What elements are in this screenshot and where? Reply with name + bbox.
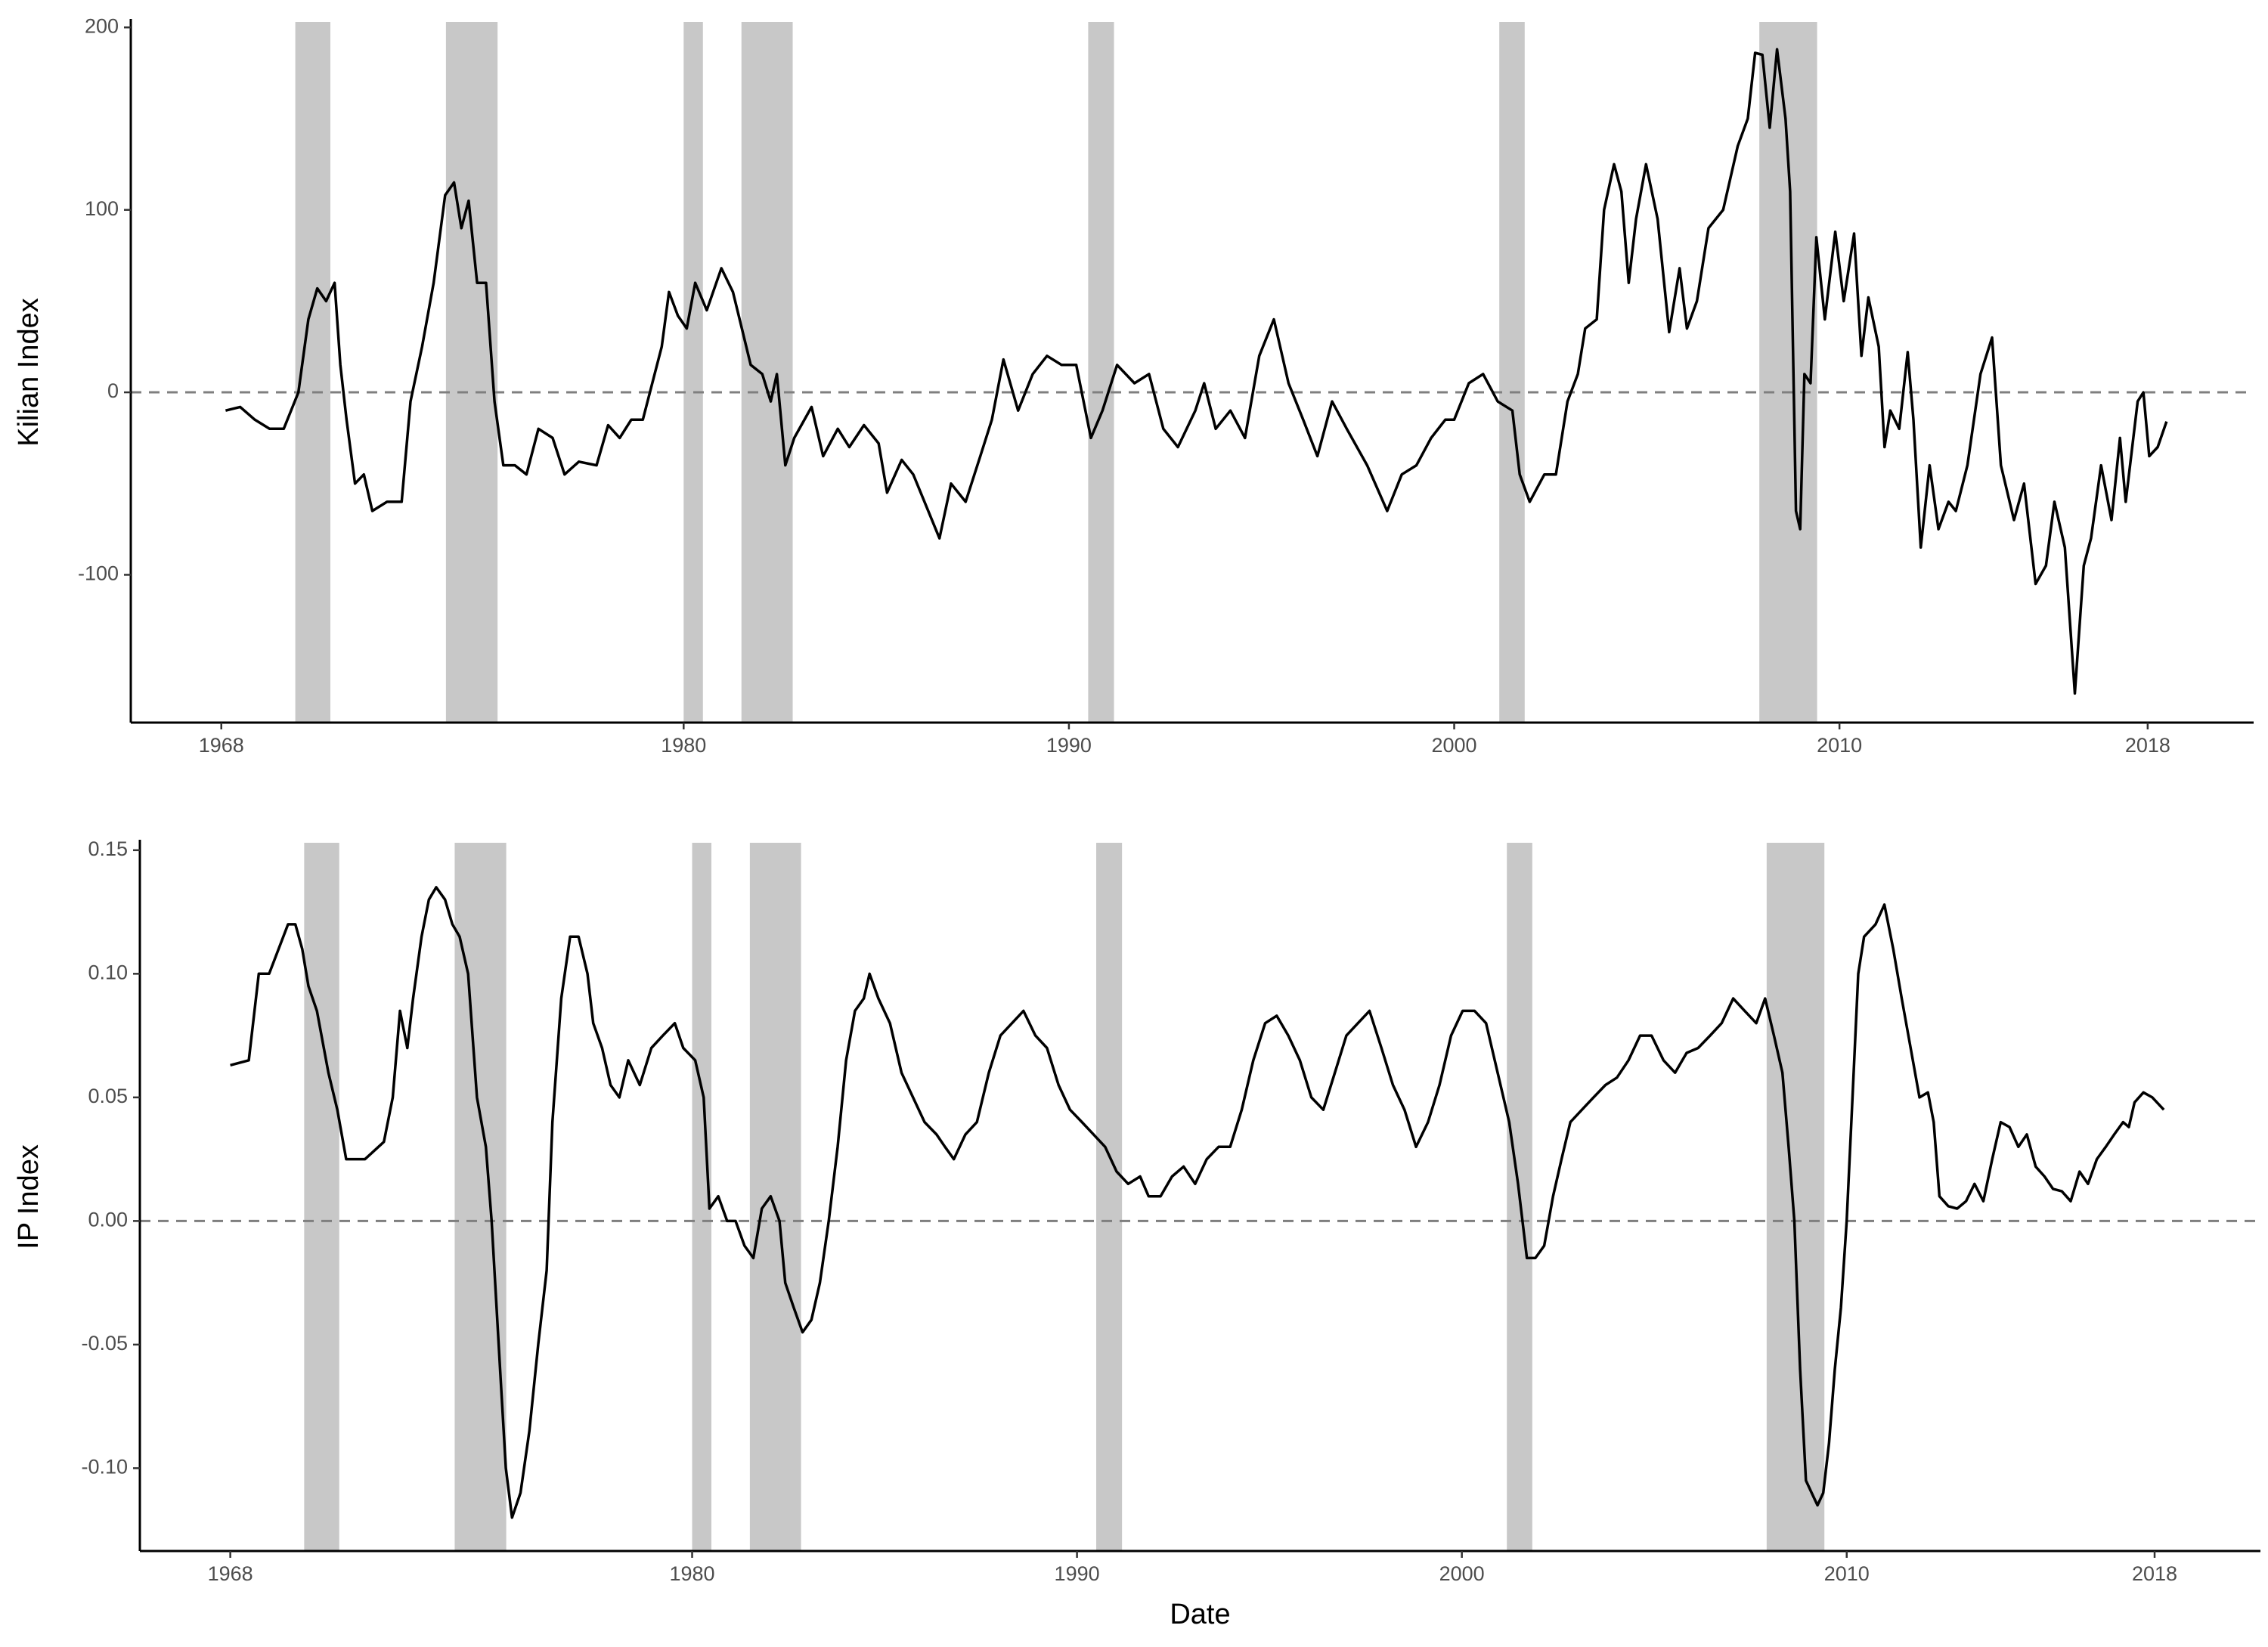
x-tick-label: 2010 (1817, 734, 1862, 757)
recession-band (1088, 22, 1114, 723)
x-axis-title: Date (1170, 1599, 1230, 1630)
y-tick-label: 100 (85, 197, 119, 220)
x-tick-label: 1990 (1055, 1562, 1100, 1585)
recession-band (749, 843, 801, 1551)
recession-band (1499, 22, 1525, 723)
y-tick-label: 0.05 (88, 1085, 128, 1107)
x-tick-label: 2018 (2125, 734, 2170, 757)
recession-band (1759, 22, 1817, 723)
x-tick-label: 1990 (1046, 734, 1092, 757)
recession-band (741, 22, 793, 723)
x-tick-label: 1980 (661, 734, 706, 757)
y-tick-label: 0.15 (88, 837, 128, 860)
x-tick-label: 2000 (1432, 734, 1477, 757)
y-tick-label: 200 (85, 14, 119, 37)
x-tick-label: 1968 (208, 1562, 253, 1585)
y-tick-label: 0 (107, 379, 119, 402)
x-tick-label: 1980 (669, 1562, 714, 1585)
recession-band (454, 843, 507, 1551)
data-line (230, 886, 2165, 1519)
x-tick-label: 1968 (199, 734, 244, 757)
x-tick-label: 2010 (1824, 1562, 1870, 1585)
recession-band (304, 843, 339, 1551)
recession-band (1766, 843, 1825, 1551)
y-tick-label: -0.05 (81, 1332, 128, 1354)
recession-band (445, 22, 498, 723)
data-line (225, 48, 2168, 695)
x-tick-label: 2018 (2132, 1562, 2177, 1585)
x-tick-label: 2000 (1439, 1562, 1485, 1585)
y-tick-label: -0.10 (81, 1456, 128, 1478)
y-axis-title: IP Index (13, 1144, 45, 1249)
recession-band (683, 22, 703, 723)
y-tick-label: 0.00 (88, 1209, 128, 1231)
y-tick-label: -100 (78, 562, 119, 585)
y-axis-title: Kilian Index (13, 298, 45, 446)
y-tick-label: 0.10 (88, 961, 128, 983)
recession-band (1096, 843, 1123, 1551)
